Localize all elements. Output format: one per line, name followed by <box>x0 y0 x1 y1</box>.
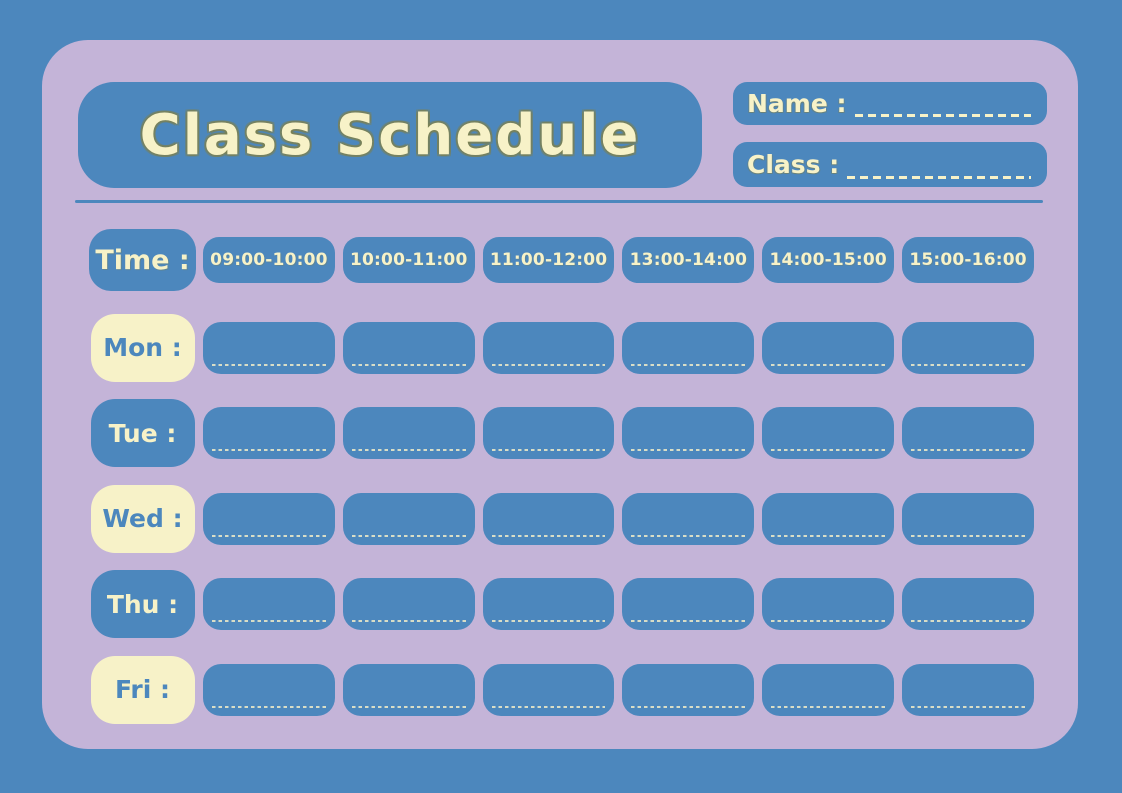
cell-fill-line <box>631 534 746 537</box>
schedule-cell[interactable] <box>342 321 475 374</box>
time-slot-header: 11:00-12:00 <box>482 237 615 283</box>
thursday-row: Thu : <box>89 570 1034 638</box>
schedule-cell[interactable] <box>203 663 335 716</box>
cell-fill-line <box>212 705 326 708</box>
time-slot-header: 14:00-15:00 <box>762 237 895 283</box>
cell-fill-line <box>351 363 466 366</box>
schedule-cell[interactable] <box>622 492 755 545</box>
day-label-wed: Wed : <box>90 484 195 553</box>
page-title: Class Schedule <box>139 102 641 168</box>
schedule-cell[interactable] <box>203 321 335 374</box>
time-slot-header: 10:00-11:00 <box>342 237 475 283</box>
cell-fill-line <box>351 705 466 708</box>
schedule-cell[interactable] <box>902 578 1034 630</box>
time-row-label: Time : <box>89 229 196 291</box>
class-fill-line[interactable] <box>847 176 1031 179</box>
monday-row: Mon : <box>89 313 1034 382</box>
schedule-card: Class Schedule Name : Class : Time : 09:… <box>42 40 1078 749</box>
schedule-cell[interactable] <box>203 578 335 630</box>
cell-fill-line <box>491 620 606 622</box>
cell-fill-line <box>911 705 1025 708</box>
cell-fill-line <box>351 620 466 622</box>
cell-fill-line <box>771 449 886 451</box>
schedule-cell[interactable] <box>342 407 475 459</box>
cell-fill-line <box>212 449 326 451</box>
header-divider <box>75 200 1043 203</box>
schedule-cell[interactable] <box>482 407 615 459</box>
schedule-cell[interactable] <box>203 407 335 459</box>
cell-fill-line <box>771 534 886 537</box>
time-slot-header: 09:00-10:00 <box>203 237 335 283</box>
cell-fill-line <box>212 620 326 622</box>
schedule-cell[interactable] <box>482 321 615 374</box>
day-label-thu: Thu : <box>90 570 195 638</box>
name-fill-line[interactable] <box>854 114 1031 117</box>
cell-fill-line <box>631 363 746 366</box>
cell-fill-line <box>351 534 466 537</box>
day-label-mon: Mon : <box>90 313 195 382</box>
schedule-cell[interactable] <box>482 663 615 716</box>
cell-fill-line <box>491 449 606 451</box>
cell-fill-line <box>631 449 746 451</box>
schedule-grid: Time : 09:00-10:00 10:00-11:00 11:00-12:… <box>89 229 1034 741</box>
schedule-cell[interactable] <box>482 492 615 545</box>
class-field[interactable]: Class : <box>733 142 1047 187</box>
tuesday-row: Tue : <box>89 399 1034 467</box>
schedule-cell[interactable] <box>342 492 475 545</box>
cell-fill-line <box>212 534 326 537</box>
schedule-cell[interactable] <box>902 492 1034 545</box>
name-label: Name : <box>747 89 847 118</box>
cell-fill-line <box>631 705 746 708</box>
cell-fill-line <box>911 534 1025 537</box>
cell-fill-line <box>911 449 1025 451</box>
schedule-cell[interactable] <box>762 492 895 545</box>
schedule-cell[interactable] <box>203 492 335 545</box>
schedule-cell[interactable] <box>902 663 1034 716</box>
schedule-cell[interactable] <box>762 578 895 630</box>
schedule-cell[interactable] <box>762 321 895 374</box>
cell-fill-line <box>351 449 466 451</box>
cell-fill-line <box>911 620 1025 622</box>
cell-fill-line <box>771 705 886 708</box>
schedule-cell[interactable] <box>342 663 475 716</box>
schedule-cell[interactable] <box>482 578 615 630</box>
time-slot-header: 15:00-16:00 <box>902 237 1034 283</box>
day-label-tue: Tue : <box>90 399 195 467</box>
cell-fill-line <box>771 363 886 366</box>
day-label-fri: Fri : <box>90 655 195 724</box>
time-header-row: Time : 09:00-10:00 10:00-11:00 11:00-12:… <box>89 229 1034 291</box>
cell-fill-line <box>771 620 886 622</box>
schedule-cell[interactable] <box>902 321 1034 374</box>
time-slot-header: 13:00-14:00 <box>622 237 755 283</box>
schedule-cell[interactable] <box>622 407 755 459</box>
schedule-cell[interactable] <box>762 407 895 459</box>
name-field[interactable]: Name : <box>733 82 1047 125</box>
schedule-cell[interactable] <box>902 407 1034 459</box>
cell-fill-line <box>631 620 746 622</box>
cell-fill-line <box>212 363 326 366</box>
cell-fill-line <box>491 534 606 537</box>
cell-fill-line <box>491 705 606 708</box>
cell-fill-line <box>911 363 1025 366</box>
schedule-cell[interactable] <box>342 578 475 630</box>
schedule-cell[interactable] <box>622 578 755 630</box>
wednesday-row: Wed : <box>89 484 1034 553</box>
class-label: Class : <box>747 150 840 179</box>
cell-fill-line <box>491 363 606 366</box>
schedule-cell[interactable] <box>762 663 895 716</box>
friday-row: Fri : <box>89 655 1034 724</box>
title-banner: Class Schedule <box>78 82 702 188</box>
schedule-cell[interactable] <box>622 321 755 374</box>
schedule-cell[interactable] <box>622 663 755 716</box>
